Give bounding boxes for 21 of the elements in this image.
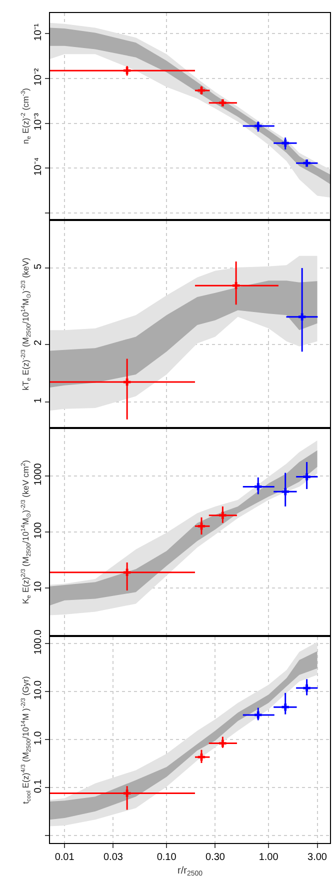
y-tick-label: 10⁻³ [33, 112, 44, 130]
x-tick-label: 0.30 [206, 852, 226, 863]
y-tick-label: 10⁻¹ [33, 22, 44, 41]
x-tick-label: 0.01 [54, 852, 75, 863]
x-tick-label: 0.03 [103, 852, 124, 863]
y-tick-label: 10⁻² [33, 68, 44, 86]
y-tick-label: 10⁻⁴ [33, 157, 44, 176]
y-tick-label: 0.1 [33, 778, 44, 794]
y-tick-label: 10 [33, 580, 44, 592]
x-tick-label: 0.10 [156, 852, 177, 863]
y-tick-label: 2 [33, 340, 44, 346]
y-tick-label: 100 [33, 522, 44, 539]
y-tick-label: 100.0 [33, 629, 44, 655]
y-tick-label: 10.0 [33, 680, 44, 700]
y-tick-label: 5 [33, 263, 44, 270]
y-tick-label: 1 [33, 397, 44, 404]
x-tick-label: 3.00 [308, 852, 328, 863]
y-tick-label: 1000 [33, 462, 44, 486]
x-axis-title: r/r$_{2500}$ [177, 866, 203, 878]
y-tick-label: 1.0 [33, 730, 44, 746]
x-tick-label: 1.00 [258, 852, 279, 863]
